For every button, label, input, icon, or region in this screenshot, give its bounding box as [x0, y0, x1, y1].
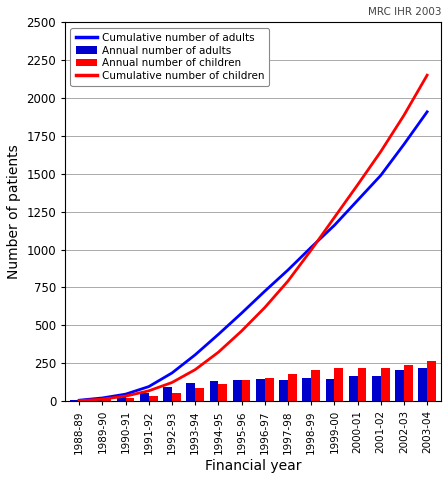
Bar	[372, 376, 381, 401]
Bar	[381, 368, 390, 401]
Bar	[125, 398, 134, 401]
Bar	[233, 380, 241, 401]
Bar	[302, 378, 311, 401]
Bar	[149, 396, 158, 401]
Bar	[279, 380, 288, 401]
Bar	[241, 380, 250, 401]
Bar	[358, 369, 366, 401]
Bar	[326, 379, 334, 401]
Bar	[70, 400, 79, 401]
Bar	[404, 365, 413, 401]
X-axis label: Financial year: Financial year	[205, 459, 302, 473]
Bar	[163, 387, 172, 401]
Y-axis label: Number of patients: Number of patients	[7, 144, 21, 279]
Bar	[256, 379, 265, 401]
Bar	[210, 381, 218, 401]
Bar	[186, 383, 195, 401]
Bar	[288, 374, 297, 401]
Legend: Cumulative number of adults, Annual number of adults, Annual number of children,: Cumulative number of adults, Annual numb…	[70, 28, 269, 86]
Bar	[172, 393, 181, 401]
Bar	[94, 399, 103, 401]
Bar	[395, 370, 404, 401]
Bar	[334, 369, 343, 401]
Bar	[349, 376, 358, 401]
Bar	[265, 377, 274, 401]
Bar	[140, 394, 149, 401]
Bar	[103, 399, 111, 401]
Text: MRC IHR 2003: MRC IHR 2003	[367, 7, 441, 17]
Bar	[218, 384, 227, 401]
Bar	[418, 369, 427, 401]
Bar	[195, 388, 204, 401]
Bar	[311, 370, 320, 401]
Bar	[427, 361, 436, 401]
Bar	[117, 397, 125, 401]
